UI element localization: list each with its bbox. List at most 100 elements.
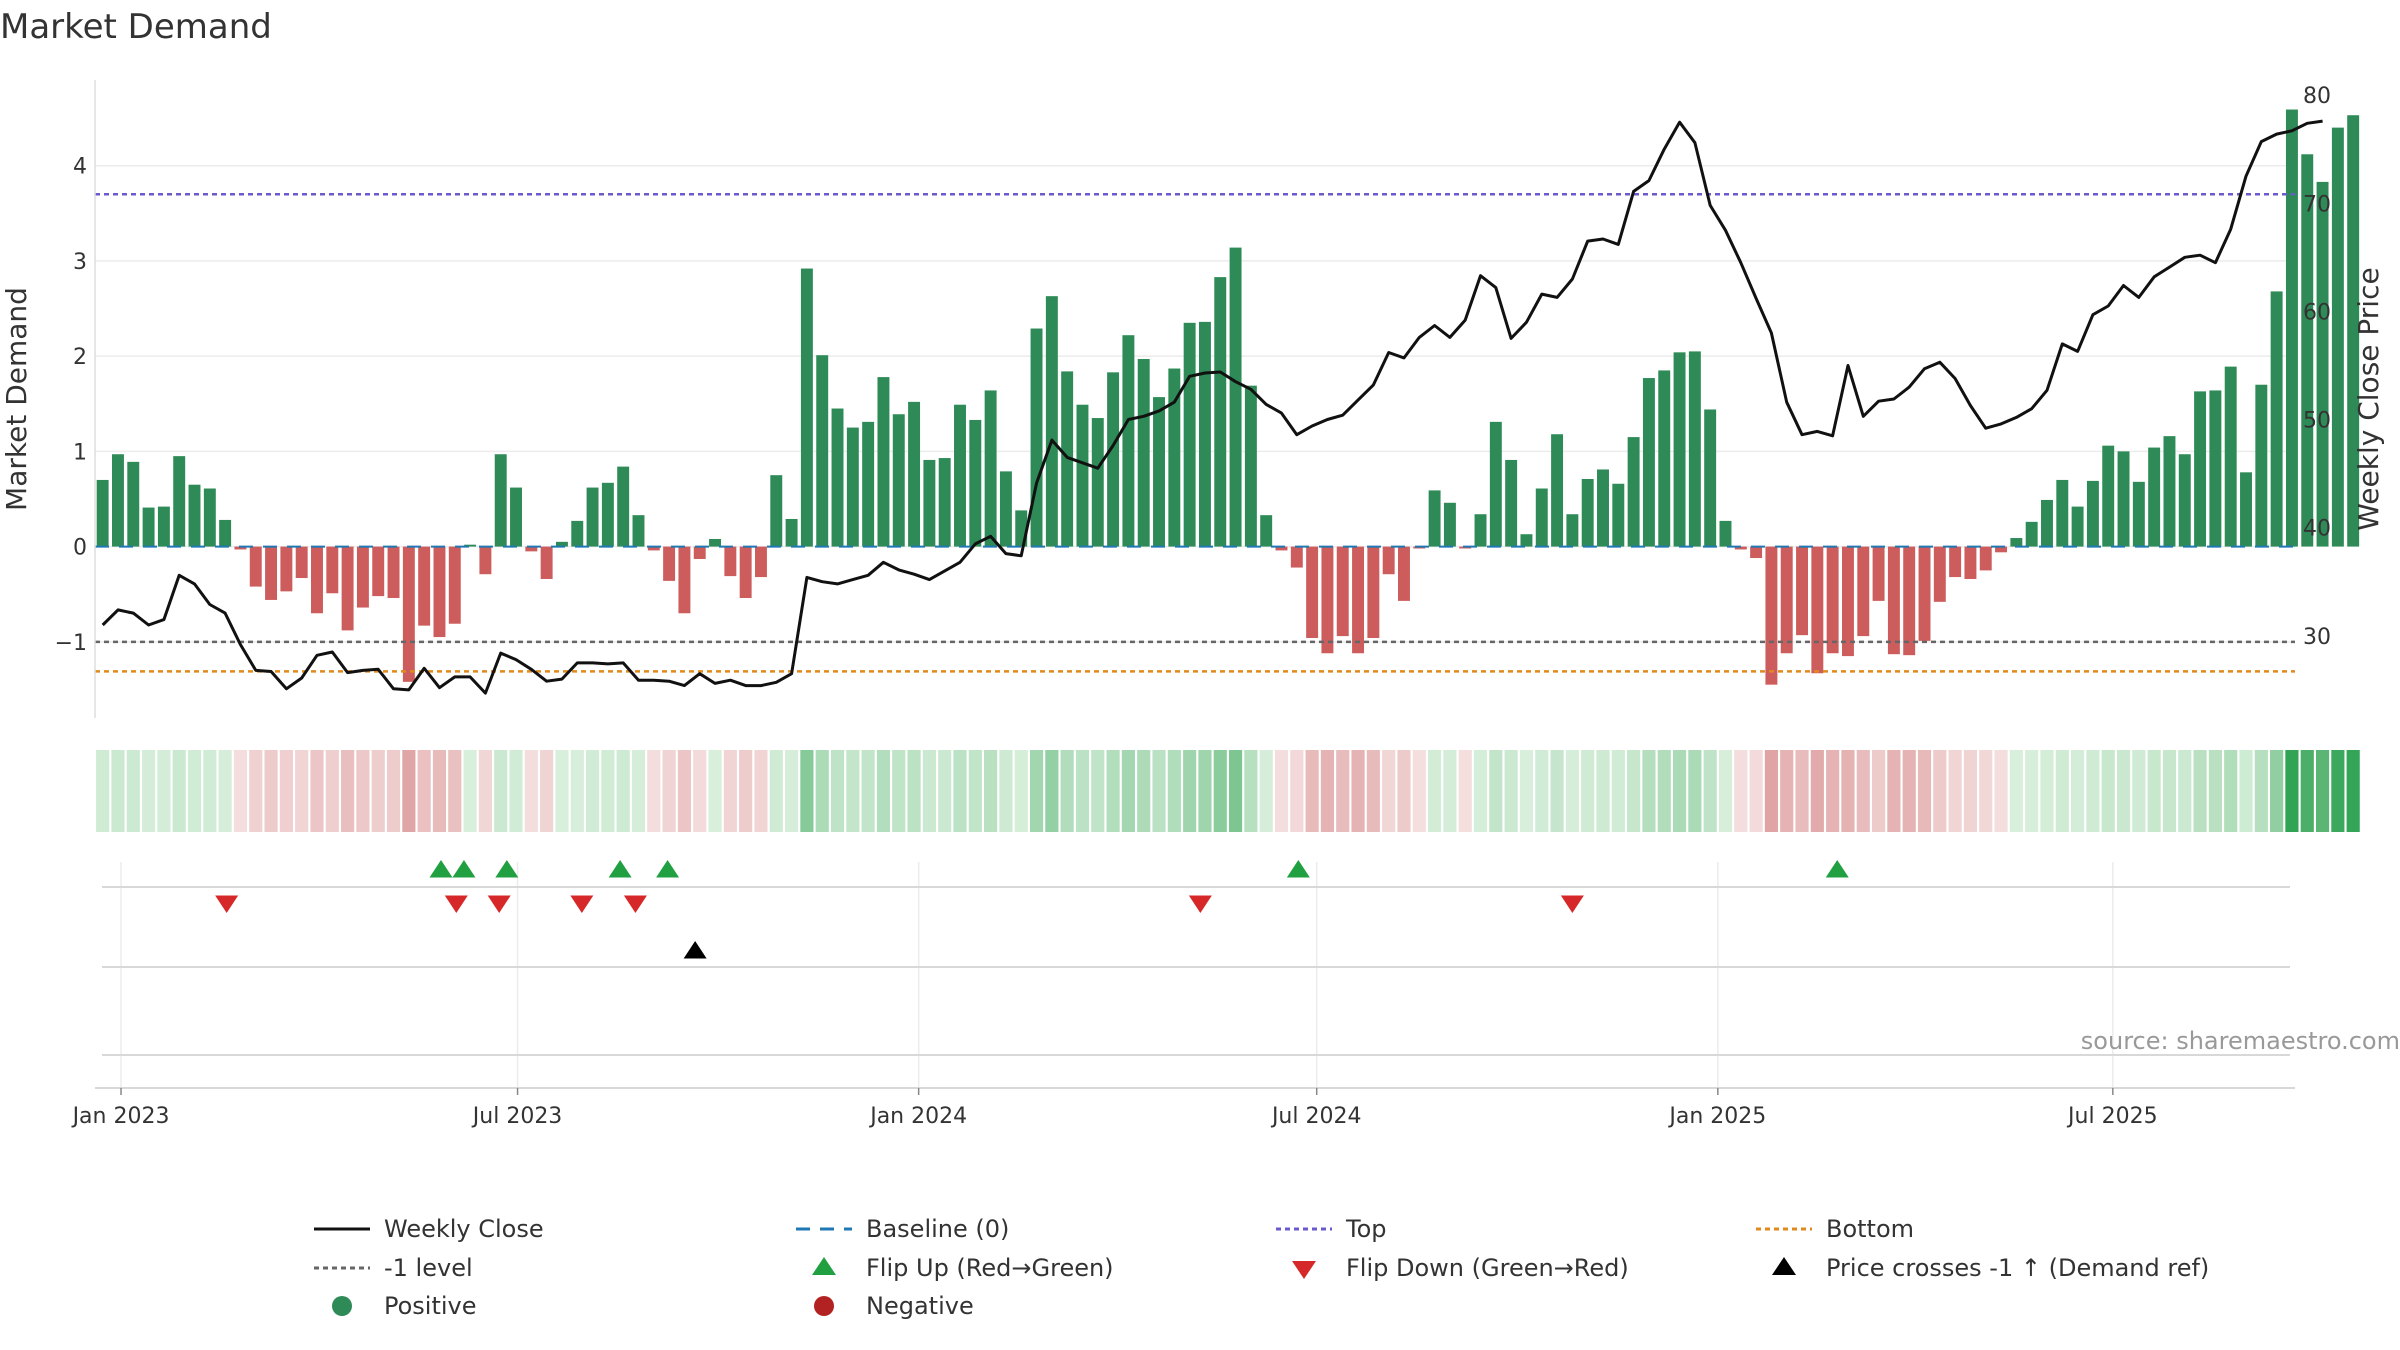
legend-label: Negative	[866, 1292, 974, 1320]
x-axis: Jan 2023 Jul 2023 Jan 2024 Jul 2024 Jan 2025…	[71, 1087, 2295, 1129]
heat-cell	[1948, 750, 1962, 832]
demand-bar	[1275, 546, 1288, 551]
demand-bar	[908, 401, 921, 547]
demand-bar	[1979, 546, 1992, 571]
heat-cell	[1734, 750, 1748, 832]
demand-bar	[173, 456, 186, 547]
heat-cell	[1627, 750, 1641, 832]
heat-cell	[1366, 750, 1380, 832]
demand-bar	[1949, 546, 1962, 578]
demand-bar	[494, 454, 507, 547]
heat-cell	[2331, 750, 2345, 832]
demand-bar	[1030, 328, 1043, 547]
demand-bar	[2117, 451, 2130, 547]
flip-down-marker	[1188, 895, 1212, 913]
left-tick-label: 0	[73, 536, 87, 561]
demand-bar	[1336, 546, 1349, 637]
heat-cell	[356, 750, 370, 832]
demand-bar	[2224, 366, 2237, 547]
demand-bar	[1306, 546, 1319, 639]
demand-bar	[1658, 370, 1671, 547]
heat-cell	[2239, 750, 2253, 832]
demand-bar	[877, 377, 890, 547]
heat-cell	[478, 750, 492, 832]
legend-label: -1 level	[384, 1254, 473, 1282]
flip-down-marker	[570, 895, 594, 913]
demand-bar	[1841, 546, 1854, 657]
demand-heat-strip	[96, 750, 2360, 832]
legend: Weekly Close Baseline (0) Top Bottom -1 leve…	[314, 1215, 2209, 1320]
demand-bar	[1581, 478, 1594, 547]
demand-bar	[1566, 514, 1579, 547]
source-label: source: sharemaestro.com	[2081, 1027, 2400, 1055]
demand-bar	[2056, 479, 2069, 547]
heat-cell	[157, 750, 171, 832]
grid	[95, 164, 2295, 1088]
heat-cell	[2285, 750, 2299, 832]
demand-bar	[617, 466, 630, 547]
flip-down-marker	[487, 895, 511, 913]
demand-bar	[1872, 546, 1885, 601]
demand-bar	[1964, 546, 1977, 579]
flip-markers	[102, 860, 2290, 1056]
right-tick-label: 50	[2303, 409, 2331, 434]
demand-bar	[2270, 291, 2283, 547]
heat-cell	[708, 750, 722, 832]
demand-bar	[2240, 472, 2252, 547]
heat-cell	[1137, 750, 1151, 832]
demand-bar	[2071, 506, 2084, 547]
demand-bar	[1443, 502, 1456, 547]
demand-bar	[739, 546, 752, 599]
demand-bar	[1826, 546, 1839, 654]
left-tick-label: 1	[73, 440, 87, 465]
heat-cell	[142, 750, 156, 832]
demand-bar	[2301, 154, 2314, 547]
heat-cell	[999, 750, 1013, 832]
flip-down-marker	[1560, 895, 1584, 913]
demand-bar	[295, 546, 308, 579]
weekly-close-line	[101, 119, 2323, 695]
legend-swatch	[332, 1296, 352, 1316]
heat-cell	[785, 750, 799, 832]
demand-bar	[1489, 421, 1502, 547]
heat-cell	[800, 750, 814, 832]
heat-cell	[570, 750, 584, 832]
price-cross-marker	[683, 941, 707, 959]
heat-cell	[1979, 750, 1993, 832]
demand-bar	[678, 546, 691, 614]
demand-bar	[1321, 546, 1334, 654]
flip-up-marker	[656, 860, 680, 878]
demand-bar	[1734, 546, 1747, 550]
heat-cell	[172, 750, 186, 832]
heat-cell	[1780, 750, 1794, 832]
flip-up-marker	[429, 860, 453, 878]
heat-cell	[295, 750, 309, 832]
demand-bar	[2010, 538, 2023, 547]
heat-cell	[2086, 750, 2100, 832]
demand-bar	[448, 546, 461, 624]
demand-bar	[1811, 546, 1824, 674]
heat-cell	[1244, 750, 1258, 832]
demand-bar	[1642, 378, 1655, 547]
heat-cell	[96, 750, 110, 832]
demand-bar	[418, 546, 431, 626]
heat-cell	[1703, 750, 1717, 832]
left-tick-label: −1	[55, 631, 87, 656]
axes: −1 0 1 2 3 4 30 40 50 60 70 80 Market Demand Weekly C…	[0, 80, 2385, 718]
heat-cell	[1428, 750, 1442, 832]
heat-cell	[922, 750, 936, 832]
heat-cell	[371, 750, 385, 832]
demand-bar	[1688, 351, 1701, 547]
flip-up-marker	[452, 860, 476, 878]
heat-cell	[233, 750, 248, 832]
demand-bar	[923, 459, 936, 547]
heat-cell	[2178, 750, 2192, 832]
heat-cell	[1213, 750, 1227, 832]
legend-item: Weekly Close	[314, 1215, 544, 1243]
heat-cell	[1657, 750, 1671, 832]
demand-bar	[2148, 447, 2161, 547]
heat-cell	[723, 750, 737, 832]
heat-cell	[984, 750, 998, 832]
price-line-group	[101, 119, 2323, 695]
heat-cell	[1933, 750, 1947, 832]
